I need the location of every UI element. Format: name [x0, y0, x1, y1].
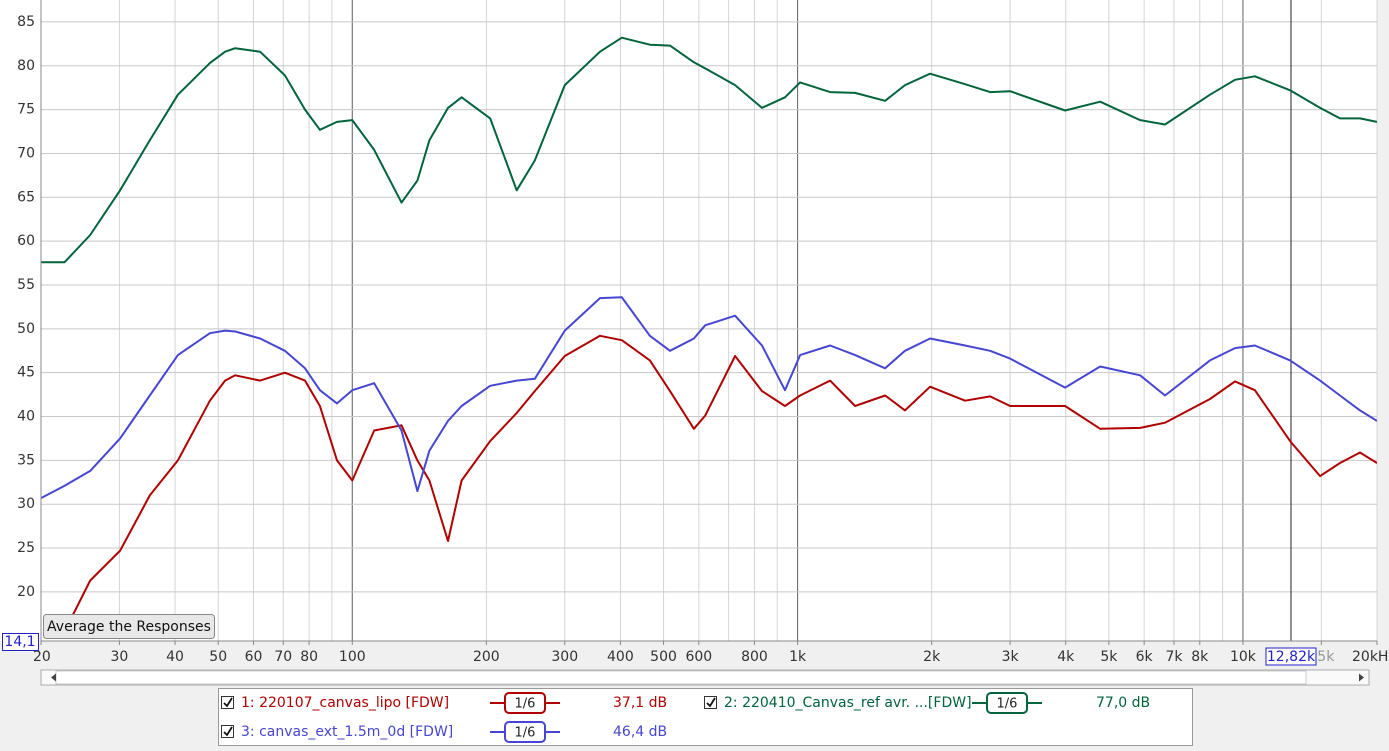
response-curve	[41, 296, 1377, 499]
x-tick-label: 1k	[789, 649, 807, 665]
x-tick-label: 20kHz	[1352, 649, 1389, 665]
legend-check[interactable]	[223, 697, 233, 708]
x-tick-label: 100	[339, 649, 366, 665]
x-tick-label: 8k	[1191, 649, 1209, 665]
y-tick-label: 85	[17, 14, 35, 30]
smoothing-box[interactable]	[986, 692, 1028, 714]
x-tick-label: 3k	[1002, 649, 1020, 665]
y-tick-label: 25	[17, 540, 35, 556]
y-tick-label: 35	[17, 452, 35, 468]
cursor-y-box	[2, 633, 39, 651]
x-tick-label: 500	[650, 649, 677, 665]
legend-name: 3: canvas_ext_1.5m_0d [FDW]	[241, 724, 453, 740]
legend-name: 2: 220410_Canvas_ref avr. ...[FDW]	[724, 695, 972, 711]
x-tick-label: 600	[685, 649, 712, 665]
x-tick-label: 2k	[923, 649, 941, 665]
y-tick-label: 80	[17, 58, 35, 74]
x-tick-label: 70	[274, 649, 292, 665]
x-tick-label: 7k	[1165, 649, 1183, 665]
x-tick-label: 80	[300, 649, 318, 665]
scroll-right[interactable]	[1359, 673, 1364, 682]
average-button[interactable]	[43, 614, 215, 639]
y-tick-label: 20	[17, 584, 35, 600]
y-tick-label: 70	[17, 145, 35, 161]
smoothing-box[interactable]	[504, 721, 546, 743]
average-button-label[interactable]: Average the Responses	[47, 619, 211, 635]
x-tick-label: 400	[607, 649, 634, 665]
x-tick-label: 800	[741, 649, 768, 665]
legend-check[interactable]	[706, 697, 716, 708]
legend-name: 1: 220107_canvas_lipo [FDW]	[241, 695, 449, 711]
smoothing-box[interactable]	[504, 692, 546, 714]
y-tick-label: 60	[17, 233, 35, 249]
plot-area	[0, 0, 1377, 641]
x-tick-label: 200	[473, 649, 500, 665]
x-tick-label: 6k	[1136, 649, 1154, 665]
cursor-value: 46,4 dB	[613, 724, 667, 740]
scroll-thumb[interactable]	[55, 670, 1307, 685]
x-tick-label: 30	[111, 649, 129, 665]
x-tick-label: 5k	[1100, 649, 1118, 665]
cursor-value: 37,1 dB	[613, 695, 667, 711]
cursor-x-box	[1265, 647, 1317, 666]
x-tick-label: 40	[166, 649, 184, 665]
x-tick-label: 50	[209, 649, 227, 665]
y-tick-label: 75	[17, 102, 35, 118]
x-tick-label: 60	[245, 649, 263, 665]
smoothing-label[interactable]: 1/6	[515, 697, 536, 712]
scroll-left[interactable]	[51, 673, 56, 682]
y-tick-label: 45	[17, 365, 35, 381]
smoothing-label[interactable]: 1/6	[997, 697, 1018, 712]
y-tick-label: 55	[17, 277, 35, 293]
y-tick-label: 30	[17, 496, 35, 512]
x-tick-label: 10k	[1230, 649, 1257, 665]
x-tick-label: 300	[551, 649, 578, 665]
x-tick-label: 4k	[1057, 649, 1075, 665]
response-curve	[41, 36, 1377, 264]
smoothing-label[interactable]: 1/6	[515, 726, 536, 741]
cursor-value: 77,0 dB	[1096, 695, 1150, 711]
x-tick-label: 20	[33, 649, 51, 665]
y-tick-label: 40	[17, 409, 35, 425]
legend-check[interactable]	[223, 726, 233, 737]
y-tick-label: 65	[17, 189, 35, 205]
y-tick-label: 50	[17, 321, 35, 337]
response-curve	[63, 334, 1377, 632]
cursor-y-label: 14,1	[4, 634, 35, 650]
cursor-x-label: 12,82k	[1267, 649, 1316, 665]
